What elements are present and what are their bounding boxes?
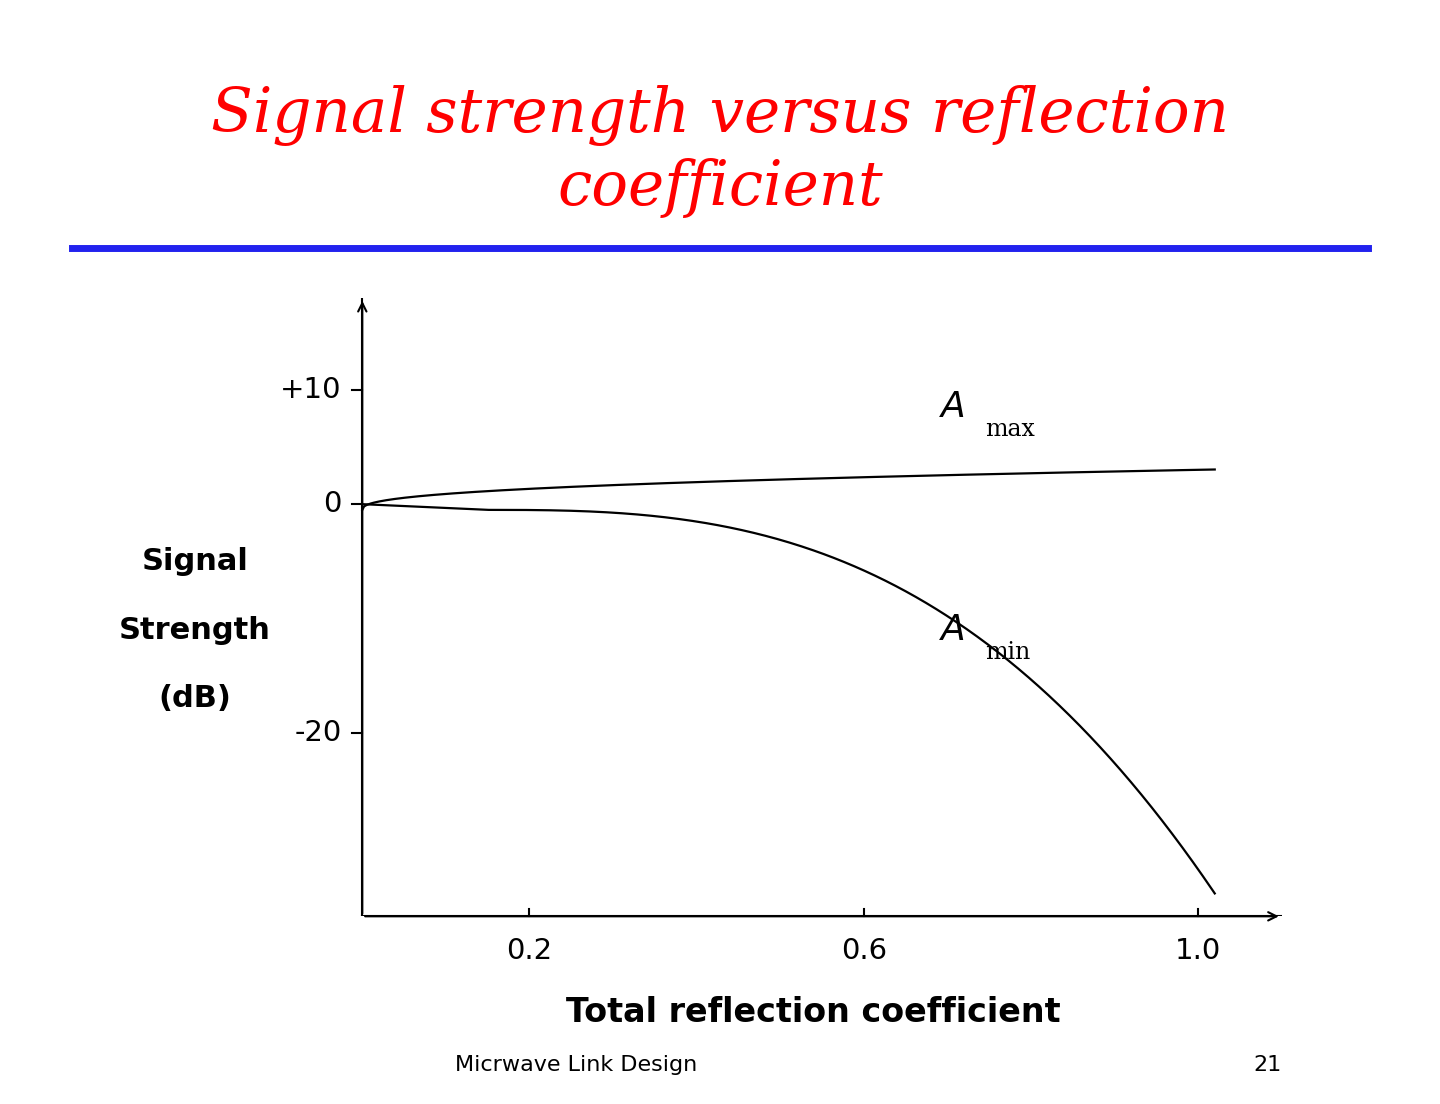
Text: $A$: $A$ xyxy=(939,613,965,647)
Text: 1.0: 1.0 xyxy=(1175,937,1221,965)
Text: (dB): (dB) xyxy=(158,684,232,713)
Text: Signal: Signal xyxy=(141,546,249,576)
Text: Total reflection coefficient: Total reflection coefficient xyxy=(566,997,1061,1029)
Text: Micrwave Link Design: Micrwave Link Design xyxy=(455,1055,697,1075)
Text: 0: 0 xyxy=(323,490,341,518)
Text: 0.2: 0.2 xyxy=(507,937,553,965)
Text: $A$: $A$ xyxy=(939,390,965,424)
Text: max: max xyxy=(985,418,1035,442)
Text: Signal strength versus reflection: Signal strength versus reflection xyxy=(212,85,1228,147)
Text: 21: 21 xyxy=(1253,1055,1282,1075)
Text: -20: -20 xyxy=(294,719,341,747)
Text: Strength: Strength xyxy=(120,616,271,645)
Text: coefficient: coefficient xyxy=(557,158,883,217)
Text: 0.6: 0.6 xyxy=(841,937,887,965)
Text: min: min xyxy=(985,641,1030,665)
Text: +10: +10 xyxy=(279,375,341,404)
